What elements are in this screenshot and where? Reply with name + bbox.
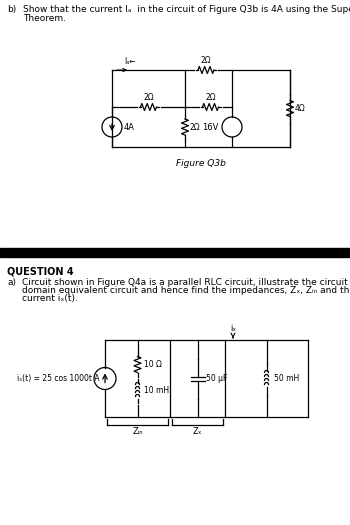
Text: Iₐ←: Iₐ← xyxy=(124,57,136,66)
Text: 10 mH: 10 mH xyxy=(144,386,169,395)
Text: Circuit shown in Figure Q4a is a parallel RLC circuit, illustrate the circuit in: Circuit shown in Figure Q4a is a paralle… xyxy=(22,278,350,287)
Text: Zᵢₙ: Zᵢₙ xyxy=(132,427,143,436)
Text: 4A: 4A xyxy=(124,122,135,131)
Text: 50 μF: 50 μF xyxy=(205,374,227,383)
Text: iₓ: iₓ xyxy=(230,324,236,333)
Text: a): a) xyxy=(7,278,16,287)
Text: Show that the current Iₐ  in the circuit of Figure Q3b is 4A using the Superposi: Show that the current Iₐ in the circuit … xyxy=(23,5,350,14)
Text: iₛ(t) = 25 cos 1000t A: iₛ(t) = 25 cos 1000t A xyxy=(18,374,100,383)
Text: Theorem.: Theorem. xyxy=(23,14,66,23)
Text: current iₓ(t).: current iₓ(t). xyxy=(22,294,78,303)
Text: 2Ω: 2Ω xyxy=(190,122,201,131)
Text: 2Ω: 2Ω xyxy=(201,56,211,65)
Text: 50 mH: 50 mH xyxy=(274,374,300,383)
Text: 2Ω: 2Ω xyxy=(205,93,216,102)
Bar xyxy=(0,248,350,257)
Text: Figure Q3b: Figure Q3b xyxy=(176,159,226,168)
Text: QUESTION 4: QUESTION 4 xyxy=(7,267,74,277)
Text: domain equivalent circuit and hence find the impedances, Zₓ, Zᵢₙ and the steady : domain equivalent circuit and hence find… xyxy=(22,286,350,295)
Text: 2Ω: 2Ω xyxy=(143,93,154,102)
Text: Zₓ: Zₓ xyxy=(193,427,202,436)
Text: 4Ω: 4Ω xyxy=(295,104,306,113)
Text: b): b) xyxy=(7,5,16,14)
Text: 10 Ω: 10 Ω xyxy=(144,360,161,369)
Text: 16V: 16V xyxy=(202,122,218,131)
